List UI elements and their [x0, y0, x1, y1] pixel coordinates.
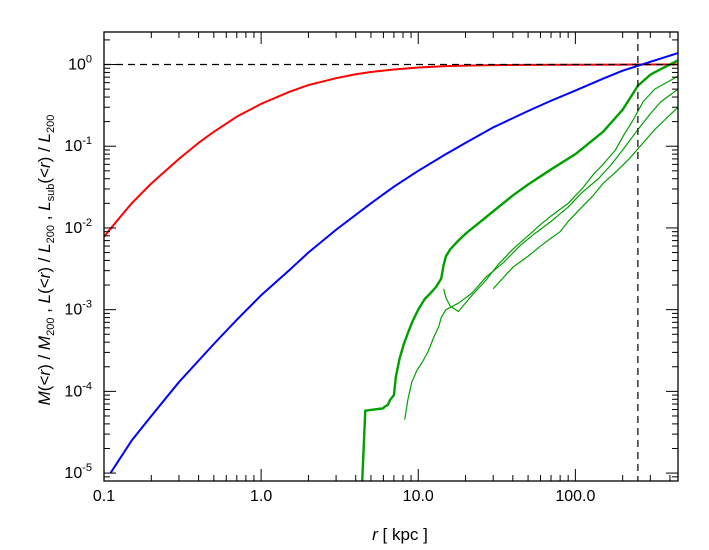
y-axis-label: M(<r) / M200 , L(<r) / L200 , Lsub(<r) /…	[35, 115, 57, 406]
series-line-3	[361, 59, 678, 481]
y-tick-label: 10-3	[64, 299, 92, 319]
y-tick-label: 10-5	[64, 462, 92, 482]
x-axis-label: r [ kpc ]	[372, 525, 428, 544]
y-tick-label: 10-1	[64, 135, 92, 155]
x-tick-label: 10.0	[403, 488, 434, 505]
x-tick-label: 1.0	[250, 488, 272, 505]
series-layer	[104, 52, 678, 481]
x-tick-labels: 0.1 1.0 10.0 100.0	[93, 488, 596, 505]
series-line-5	[404, 88, 678, 420]
series-line-4	[443, 75, 678, 313]
plot-frame	[103, 31, 679, 482]
tick-marks	[103, 32, 678, 482]
y-tick-label: 10-2	[64, 217, 92, 237]
series-line-2	[109, 52, 678, 474]
y-tick-label: 100	[68, 54, 92, 74]
y-tick-label: 10-4	[64, 380, 92, 400]
series-line-6	[492, 106, 678, 290]
y-tick-labels: 10-5 10-4 10-3 10-2 10-1 100	[64, 54, 92, 483]
reference-lines	[104, 32, 678, 481]
x-tick-label: 0.1	[93, 488, 115, 505]
x-tick-label: 100.0	[555, 488, 595, 505]
series-line-1	[104, 63, 678, 238]
